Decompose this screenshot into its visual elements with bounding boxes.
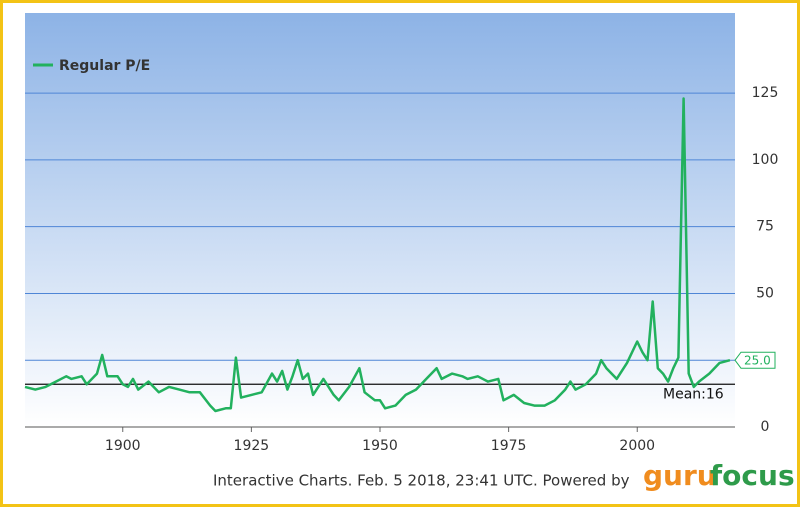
x-tick-label: 2000 xyxy=(619,438,655,454)
y-tick-label: 125 xyxy=(752,85,779,101)
x-tick-label: 1925 xyxy=(234,438,270,454)
current-label: 25.0 xyxy=(744,354,771,368)
y-tick-label: 0 xyxy=(761,419,770,435)
y-tick-label: 50 xyxy=(756,285,774,301)
footer: Interactive Charts. Feb. 5 2018, 23:41 U… xyxy=(213,472,630,490)
logo-guru[interactable]: guru xyxy=(643,459,717,492)
chart: Regular P/E Interactive Charts. Feb. 5 2… xyxy=(24,13,795,492)
x-tick-label: 1950 xyxy=(362,438,398,454)
y-tick-label: 75 xyxy=(756,219,774,235)
logo-focus[interactable]: focus xyxy=(710,459,795,492)
x-tick-label: 1900 xyxy=(105,438,141,454)
legend-label[interactable]: Regular P/E xyxy=(59,58,150,74)
series-line xyxy=(24,97,731,413)
plot-background xyxy=(25,13,735,427)
mean-label: Mean:16 xyxy=(663,386,724,402)
current-tag xyxy=(734,351,776,369)
x-tick-label: 1975 xyxy=(491,438,527,454)
y-tick-label: 100 xyxy=(752,152,779,168)
